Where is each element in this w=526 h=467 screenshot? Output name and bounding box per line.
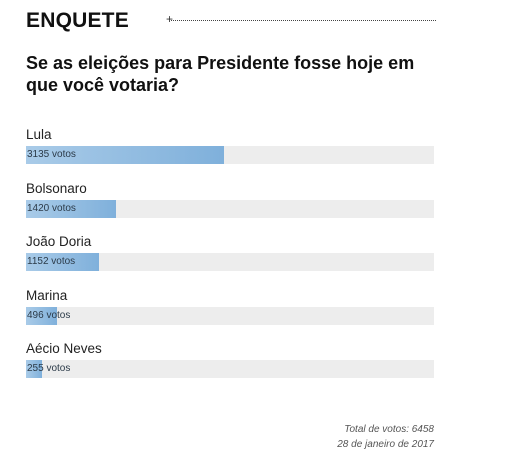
vote-bar-fill (26, 146, 225, 164)
poll-option-aecio-neves[interactable]: Aécio Neves 255 votos (26, 340, 436, 394)
vote-bar-track: 1152 votos (26, 253, 434, 271)
poll-option-lula[interactable]: Lula 3135 votos (26, 126, 436, 180)
option-name: Bolsonaro (26, 180, 87, 196)
vote-count: 1420 votos (27, 202, 76, 214)
total-votes: Total de votos: 6458 (344, 424, 434, 435)
poll-option-joao-doria[interactable]: João Doria 1152 votos (26, 233, 436, 287)
vote-bar-track: 3135 votos (26, 146, 434, 164)
poll-widget: ENQUETE + Se as eleições para Presidente… (26, 0, 436, 378)
vote-count: 1152 votos (27, 256, 76, 267)
option-name: Marina (26, 287, 68, 303)
vote-bar-track: 496 votos (26, 306, 434, 325)
option-name: Lula (26, 127, 52, 142)
vote-count: 255 votos (27, 363, 71, 374)
vote-count: 496 votos (27, 309, 71, 321)
poll-question: Se as eleições para Presidente fosse hoj… (26, 53, 415, 95)
poll-option-bolsonaro[interactable]: Bolsonaro 1420 votos (26, 180, 436, 234)
vote-bar-fill (26, 306, 58, 325)
vote-bar-fill (26, 360, 43, 378)
vote-count: 3135 votos (27, 149, 76, 160)
vote-bar-fill (26, 253, 99, 271)
header-divider (171, 20, 436, 21)
poll-options: Lula 3135 votos Bolsonaro 1420 votos Joã… (26, 126, 436, 394)
poll-date: 28 de janeiro de 2017 (337, 439, 434, 450)
poll-title: ENQUETE (26, 9, 129, 32)
plus-icon: + (166, 12, 174, 26)
vote-bar-track: 1420 votos (26, 199, 434, 218)
option-name: Aécio Neves (26, 341, 102, 356)
vote-bar-track: 255 votos (26, 360, 434, 378)
poll-option-marina[interactable]: Marina 496 votos (26, 287, 436, 341)
option-name: João Doria (26, 234, 92, 249)
poll-footer: Total de votos: 6458 28 de janeiro de 20… (26, 422, 434, 452)
vote-bar-fill (26, 199, 116, 218)
poll-header: ENQUETE + (26, 0, 436, 44)
